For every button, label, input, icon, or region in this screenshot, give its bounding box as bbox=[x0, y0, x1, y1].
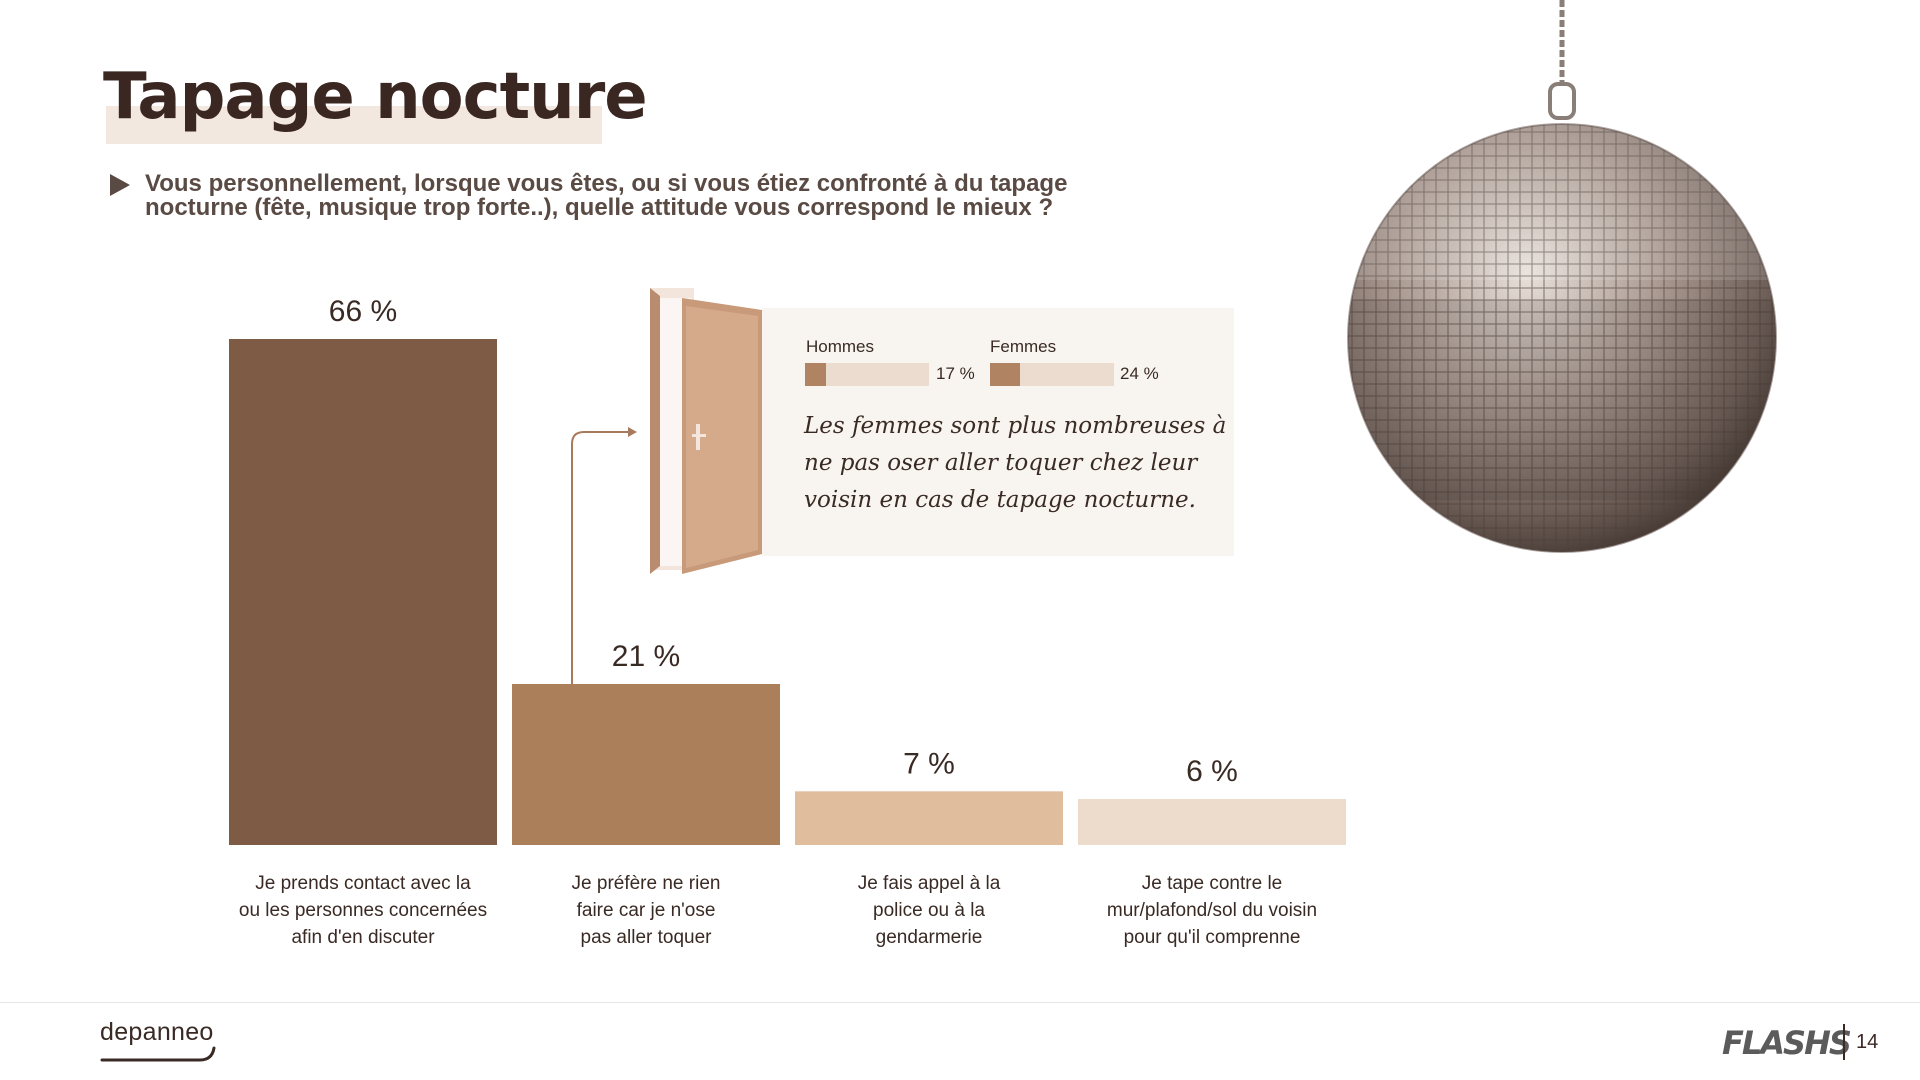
page-number-separator bbox=[1843, 1024, 1845, 1060]
bar-2 bbox=[795, 791, 1063, 845]
legend-label-femmes: Femmes bbox=[990, 337, 1057, 356]
legend-label-hommes: Hommes bbox=[806, 337, 875, 356]
bar-3 bbox=[1078, 799, 1346, 845]
connector-arrowhead-icon bbox=[628, 427, 637, 437]
callout-insight-text: Les femmes sont plus nombreuses à ne pas… bbox=[804, 413, 1227, 513]
play-triangle-icon bbox=[110, 174, 130, 196]
footer-divider bbox=[0, 1002, 1920, 1003]
flashs-brand-logo: FLASHS bbox=[1722, 1024, 1852, 1062]
disco-ball-image bbox=[1347, 0, 1777, 553]
connector-line bbox=[571, 431, 632, 684]
bar-1 bbox=[512, 684, 780, 845]
bar-value-label-2: 7 % bbox=[903, 747, 955, 780]
bar-value-label-0: 66 % bbox=[329, 295, 397, 328]
legend-fill-femmes bbox=[990, 363, 1020, 386]
logo-swoosh-icon bbox=[100, 1046, 216, 1062]
bar-0 bbox=[229, 339, 497, 845]
gender-callout: Hommes 17 % Femmes 24 % bbox=[762, 308, 1234, 556]
legend-fill-hommes bbox=[805, 363, 827, 386]
legend-value-femmes: 24 % bbox=[1120, 364, 1159, 383]
bar-value-label-3: 6 % bbox=[1186, 755, 1238, 788]
survey-question: Vous personnellement, lorsque vous êtes,… bbox=[145, 170, 1068, 221]
category-label-3: Je tape contre le mur/plafond/sol du vois… bbox=[1107, 873, 1317, 948]
category-label-2: Je fais appel à la police ou à la gendarme… bbox=[858, 873, 1001, 948]
open-door-icon bbox=[650, 288, 762, 574]
bar-value-label-1: 21 % bbox=[612, 640, 680, 673]
legend-value-hommes: 17 % bbox=[936, 364, 975, 383]
legend-track-hommes bbox=[805, 363, 929, 386]
depanneo-logo: depanneo bbox=[100, 1018, 214, 1046]
page-title: Tapage nocture bbox=[103, 60, 648, 134]
category-label-0: Je prends contact avec la ou les personne… bbox=[239, 873, 487, 948]
page-number: 14 bbox=[1856, 1031, 1879, 1053]
category-label-1: Je préfère ne rien faire car je n'ose pas … bbox=[572, 873, 721, 948]
bar-chart: 66 % Je prends contact avec la ou les pers… bbox=[229, 295, 1346, 948]
legend-track-femmes bbox=[990, 363, 1114, 386]
title-highlight bbox=[106, 106, 602, 144]
